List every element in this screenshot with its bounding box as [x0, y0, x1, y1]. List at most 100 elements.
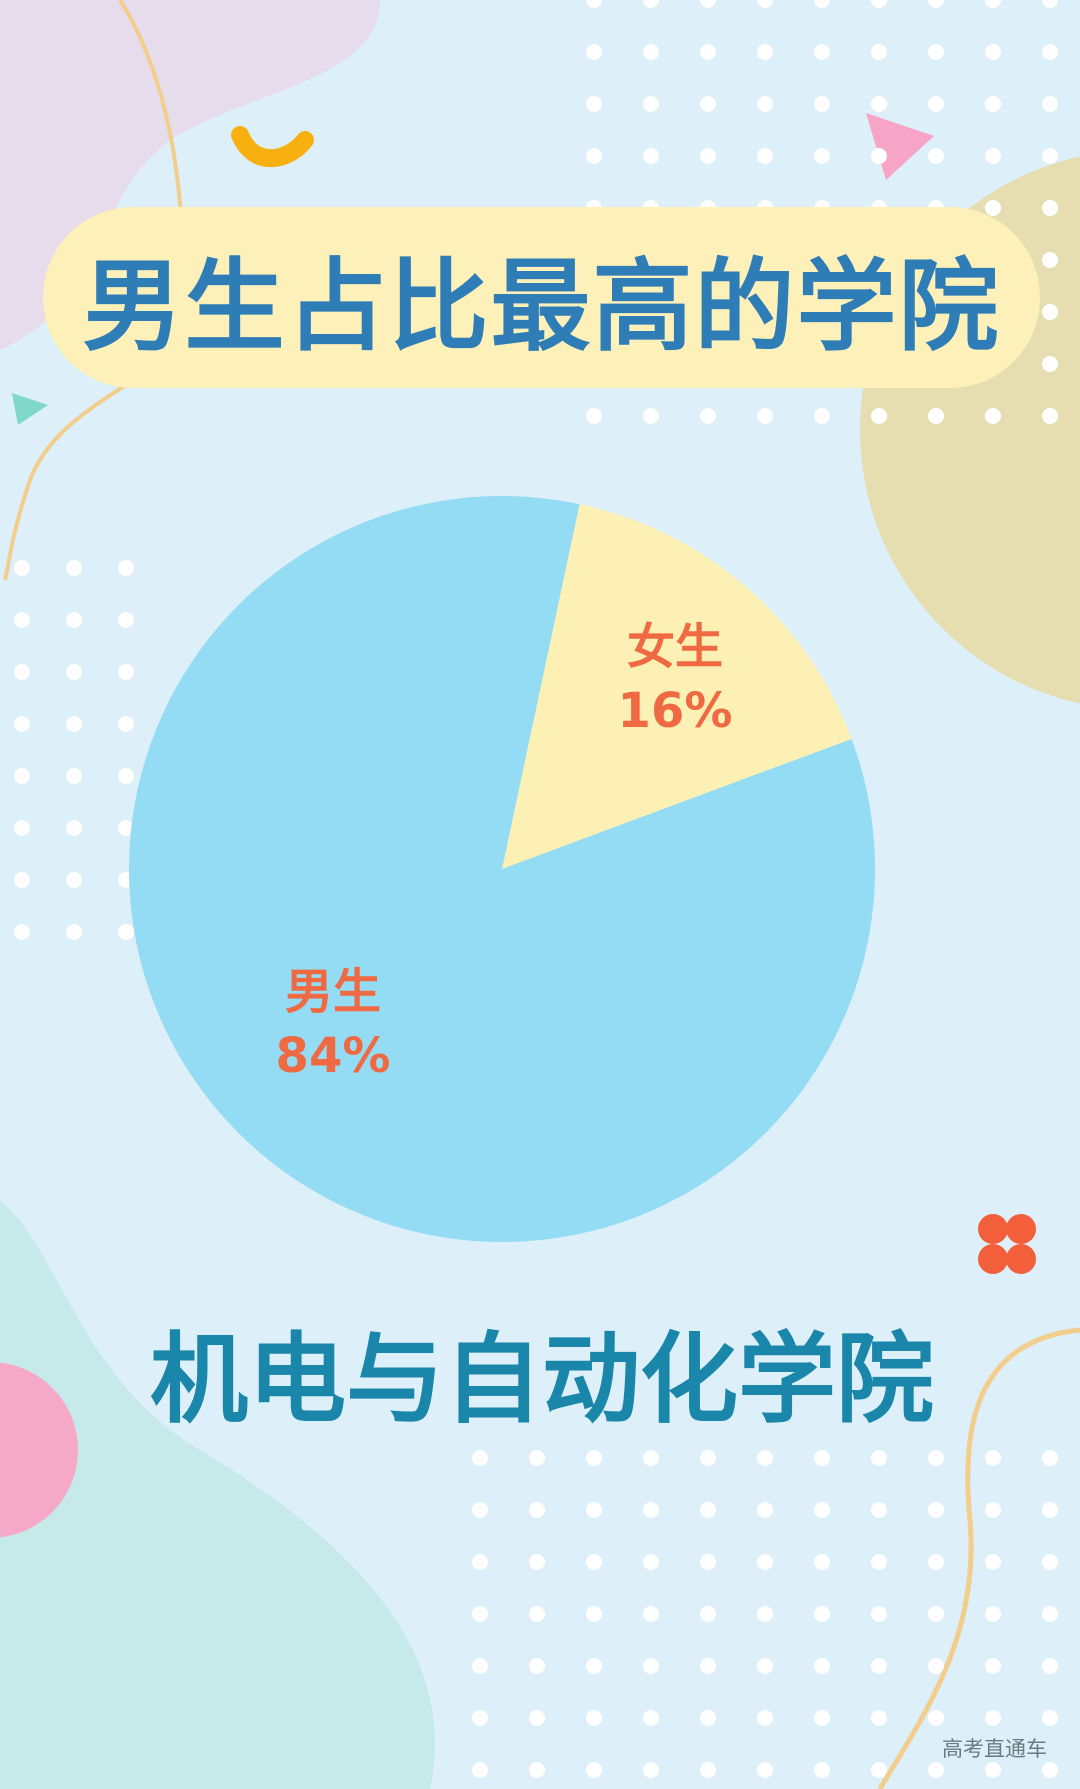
female-percent: 16% — [617, 683, 733, 739]
dot — [66, 924, 82, 940]
dot — [529, 1710, 545, 1726]
curve-line — [877, 1327, 1080, 1789]
dot — [814, 1658, 830, 1674]
dot — [871, 96, 887, 112]
dot — [985, 1502, 1001, 1518]
teal-triangle — [12, 393, 48, 425]
dot — [1042, 1762, 1058, 1778]
dot — [985, 96, 1001, 112]
dot — [757, 44, 773, 60]
dot — [871, 1450, 887, 1466]
dot — [643, 1450, 659, 1466]
dot — [643, 1502, 659, 1518]
dot — [814, 1606, 830, 1622]
dot — [586, 1762, 602, 1778]
female-name: 女生 — [626, 619, 724, 675]
dot — [14, 560, 30, 576]
dot — [700, 1450, 716, 1466]
dot — [1042, 44, 1058, 60]
dot — [529, 1658, 545, 1674]
dot — [586, 148, 602, 164]
dot — [643, 148, 659, 164]
dot — [700, 1554, 716, 1570]
dot — [814, 1502, 830, 1518]
dot — [871, 1710, 887, 1726]
dot — [66, 612, 82, 628]
dot — [118, 924, 134, 940]
male-label: 男生 84% — [276, 960, 391, 1088]
dot — [472, 1658, 488, 1674]
dot — [985, 1450, 1001, 1466]
dot — [14, 612, 30, 628]
dot — [529, 1554, 545, 1570]
dot — [472, 1762, 488, 1778]
dot — [757, 1710, 773, 1726]
dot — [928, 0, 944, 8]
dot — [700, 1762, 716, 1778]
purple-blob — [0, 0, 380, 350]
dot — [928, 1606, 944, 1622]
dot — [814, 44, 830, 60]
dot — [14, 872, 30, 888]
female-label: 女生 16% — [618, 615, 733, 743]
watermark: 高考直通车 — [942, 1737, 1047, 1761]
dot — [14, 664, 30, 680]
dot — [700, 44, 716, 60]
dot — [14, 924, 30, 940]
dot — [1042, 1502, 1058, 1518]
dot — [814, 1450, 830, 1466]
dot — [985, 1710, 1001, 1726]
dot — [814, 1710, 830, 1726]
dot — [814, 96, 830, 112]
dot — [814, 408, 830, 424]
dot — [14, 716, 30, 732]
dot — [472, 1606, 488, 1622]
dot — [871, 0, 887, 8]
dot — [118, 768, 134, 784]
pie-slice-female — [502, 504, 852, 869]
dot — [985, 0, 1001, 8]
dot — [14, 820, 30, 836]
dot — [814, 148, 830, 164]
pink-triangle — [866, 113, 934, 180]
dot — [643, 0, 659, 8]
dot — [586, 408, 602, 424]
dot — [472, 1710, 488, 1726]
dot — [928, 1450, 944, 1466]
dot — [757, 1606, 773, 1622]
dot — [643, 1606, 659, 1622]
pie-slice-male — [129, 495, 876, 1242]
dot — [700, 0, 716, 8]
dot — [985, 1606, 1001, 1622]
orange-four-dots — [978, 1214, 1036, 1274]
dot — [985, 200, 1001, 216]
dot — [700, 408, 716, 424]
dot — [871, 1762, 887, 1778]
dot — [643, 1554, 659, 1570]
dot — [586, 44, 602, 60]
dot — [985, 408, 1001, 424]
dot — [1042, 356, 1058, 372]
dot — [66, 872, 82, 888]
dot — [700, 148, 716, 164]
dot — [928, 1762, 944, 1778]
dot — [928, 1554, 944, 1570]
dot — [757, 96, 773, 112]
dot — [985, 1762, 1001, 1778]
dot — [66, 768, 82, 784]
dot — [928, 148, 944, 164]
dot — [1042, 96, 1058, 112]
dot — [586, 96, 602, 112]
dot — [472, 1450, 488, 1466]
pie-chart — [129, 495, 876, 1242]
dot — [472, 1554, 488, 1570]
dot — [757, 1658, 773, 1674]
dot — [14, 768, 30, 784]
dot — [66, 820, 82, 836]
dot — [529, 1606, 545, 1622]
dot — [1042, 1710, 1058, 1726]
dot — [643, 408, 659, 424]
dot — [700, 1606, 716, 1622]
dot — [757, 148, 773, 164]
dot — [66, 560, 82, 576]
